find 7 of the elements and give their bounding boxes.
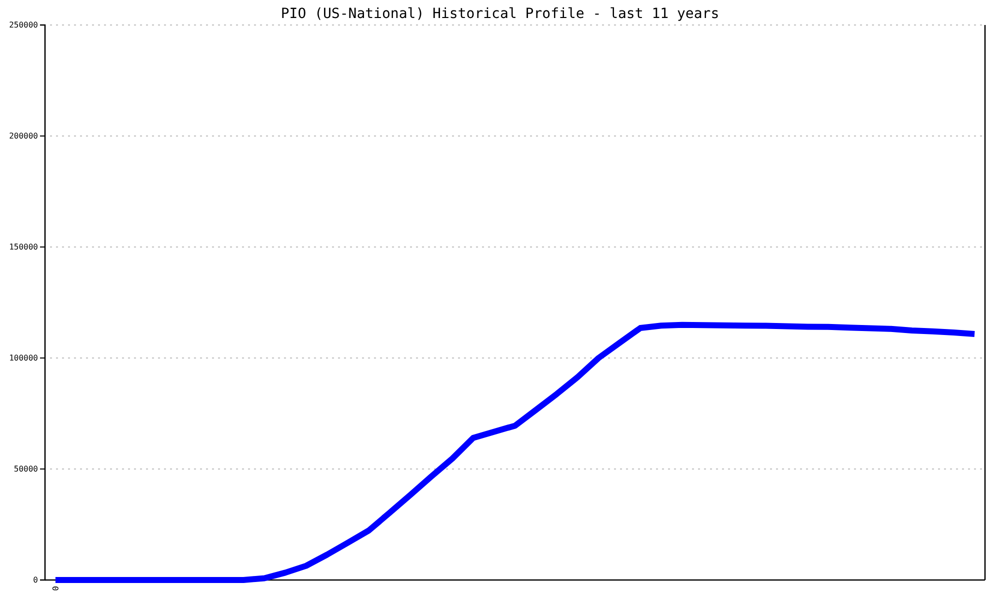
y-tick-label: 100000 xyxy=(9,354,38,363)
y-tick-label: 150000 xyxy=(9,242,38,252)
y-tick-label: 250000 xyxy=(9,20,38,30)
chart-title: PIO (US-National) Historical Profile - last 11 years xyxy=(280,6,720,22)
y-tick-label: 50000 xyxy=(14,464,38,474)
y-tick-label: 0 xyxy=(33,576,38,585)
y-tick-label: 200000 xyxy=(9,132,38,141)
